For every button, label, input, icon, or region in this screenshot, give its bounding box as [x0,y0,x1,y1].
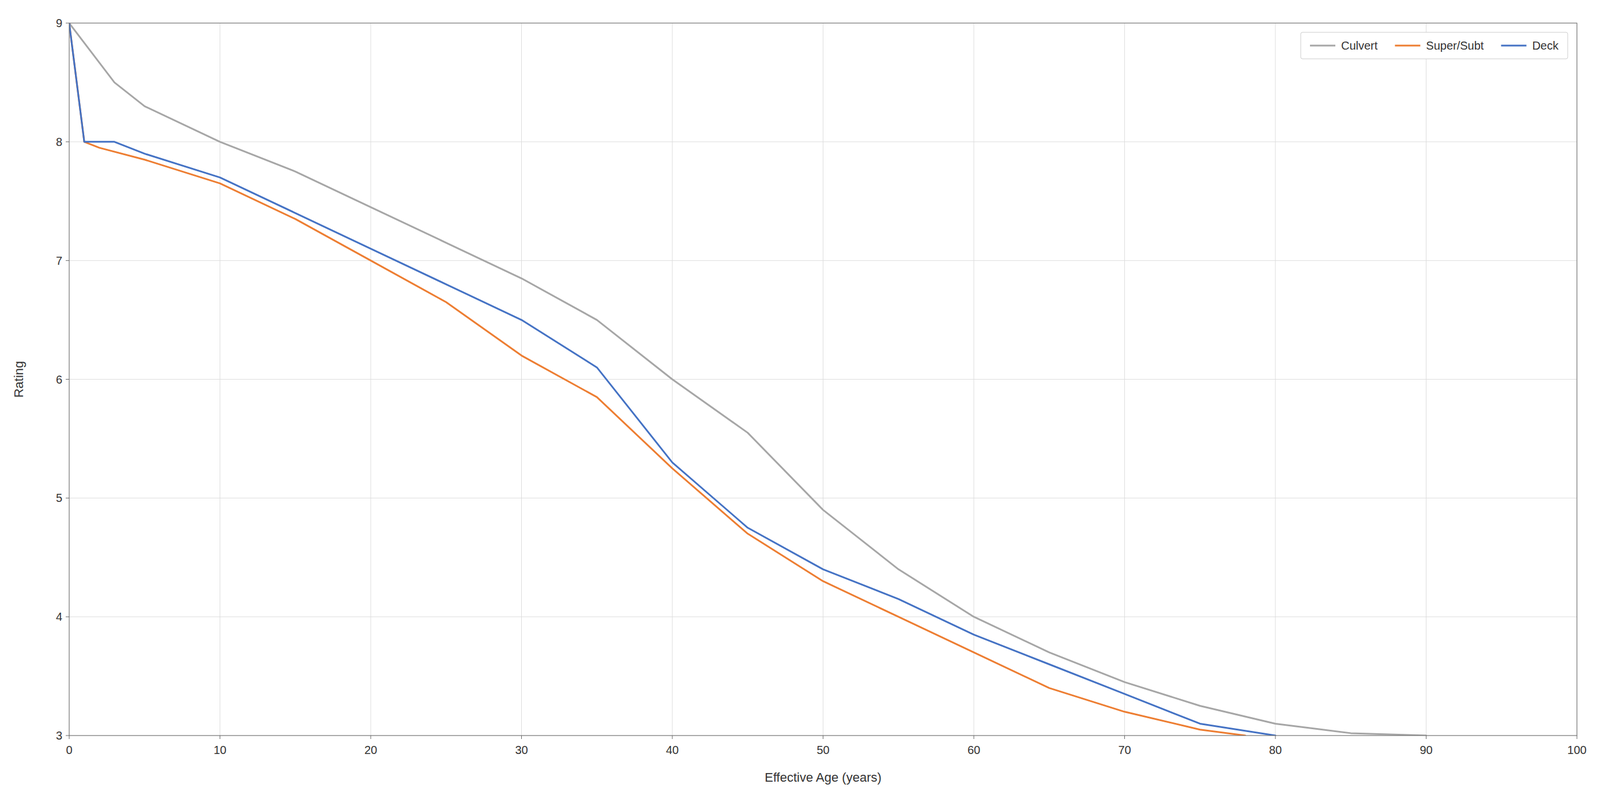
y-tick [65,23,70,24]
x-tick [672,735,673,739]
y-grid-line [69,260,1577,261]
x-tick-label: 60 [967,743,981,756]
legend-symbol [1309,44,1336,47]
y-tick-label: 8 [55,135,63,149]
x-tick [1124,735,1125,739]
x-tick-label: 0 [65,743,73,756]
x-tick [219,735,221,739]
x-tick-label: 90 [1419,743,1433,756]
series-line [69,23,1427,736]
y-tick [65,260,70,261]
y-tick-label: 5 [55,491,63,504]
x-tick-label: 80 [1269,743,1282,756]
y-tick [65,735,70,736]
x-tick [69,735,70,739]
lines [69,23,1427,736]
x-tick [1576,735,1578,739]
y-tick-label: 9 [55,16,63,30]
x-axis-label: Effective Age (years) [764,769,882,785]
legend-symbol [1500,44,1527,47]
x-tick-label: 40 [665,743,679,756]
legend: Culvert Super/Subt Deck [1300,32,1568,59]
x-tick-label: 10 [213,743,227,756]
y-tick-label: 7 [55,254,63,267]
y-grid-line [69,378,1577,380]
legend-label: Super/Subt [1425,39,1485,52]
x-tick-label: 30 [514,743,528,756]
x-tick [370,735,372,739]
x-tick [1425,735,1427,739]
legend-label: Deck [1531,39,1560,52]
x-tick [973,735,975,739]
y-tick-label: 4 [55,610,63,623]
y-tick-label: 3 [55,728,63,742]
y-tick [65,378,70,380]
y-grid-line [69,141,1577,142]
series-line [69,23,1276,736]
chart: 0 10 20 30 40 50 60 70 80 90 100 3 4 5 6 7 8 9 Effective A… [0,0,1600,799]
y-axis-label: Rating [11,360,26,398]
tick-labels: 0 10 20 30 40 50 60 70 80 90 100 3 4 5 6 7 8 9 [55,16,1587,756]
background [0,0,1600,799]
y-tick [65,497,70,499]
x-tick-label: 100 [1567,743,1587,756]
y-grid-line [69,497,1577,499]
legend-symbol [1394,44,1421,47]
x-tick [822,735,824,739]
plot-frame [69,23,1577,736]
x-tick-label: 20 [364,743,378,756]
x-tick [521,735,522,739]
y-grid-line [69,616,1577,617]
y-tick [65,141,70,142]
series-line [69,23,1246,736]
legend-label: Culvert [1341,39,1379,52]
x-tick [1275,735,1276,739]
grid [69,23,1577,736]
x-tick-label: 50 [816,743,830,756]
legend-box [1300,32,1568,59]
y-tick-label: 6 [55,373,63,386]
y-tick [65,616,70,617]
x-tick-label: 70 [1117,743,1131,756]
